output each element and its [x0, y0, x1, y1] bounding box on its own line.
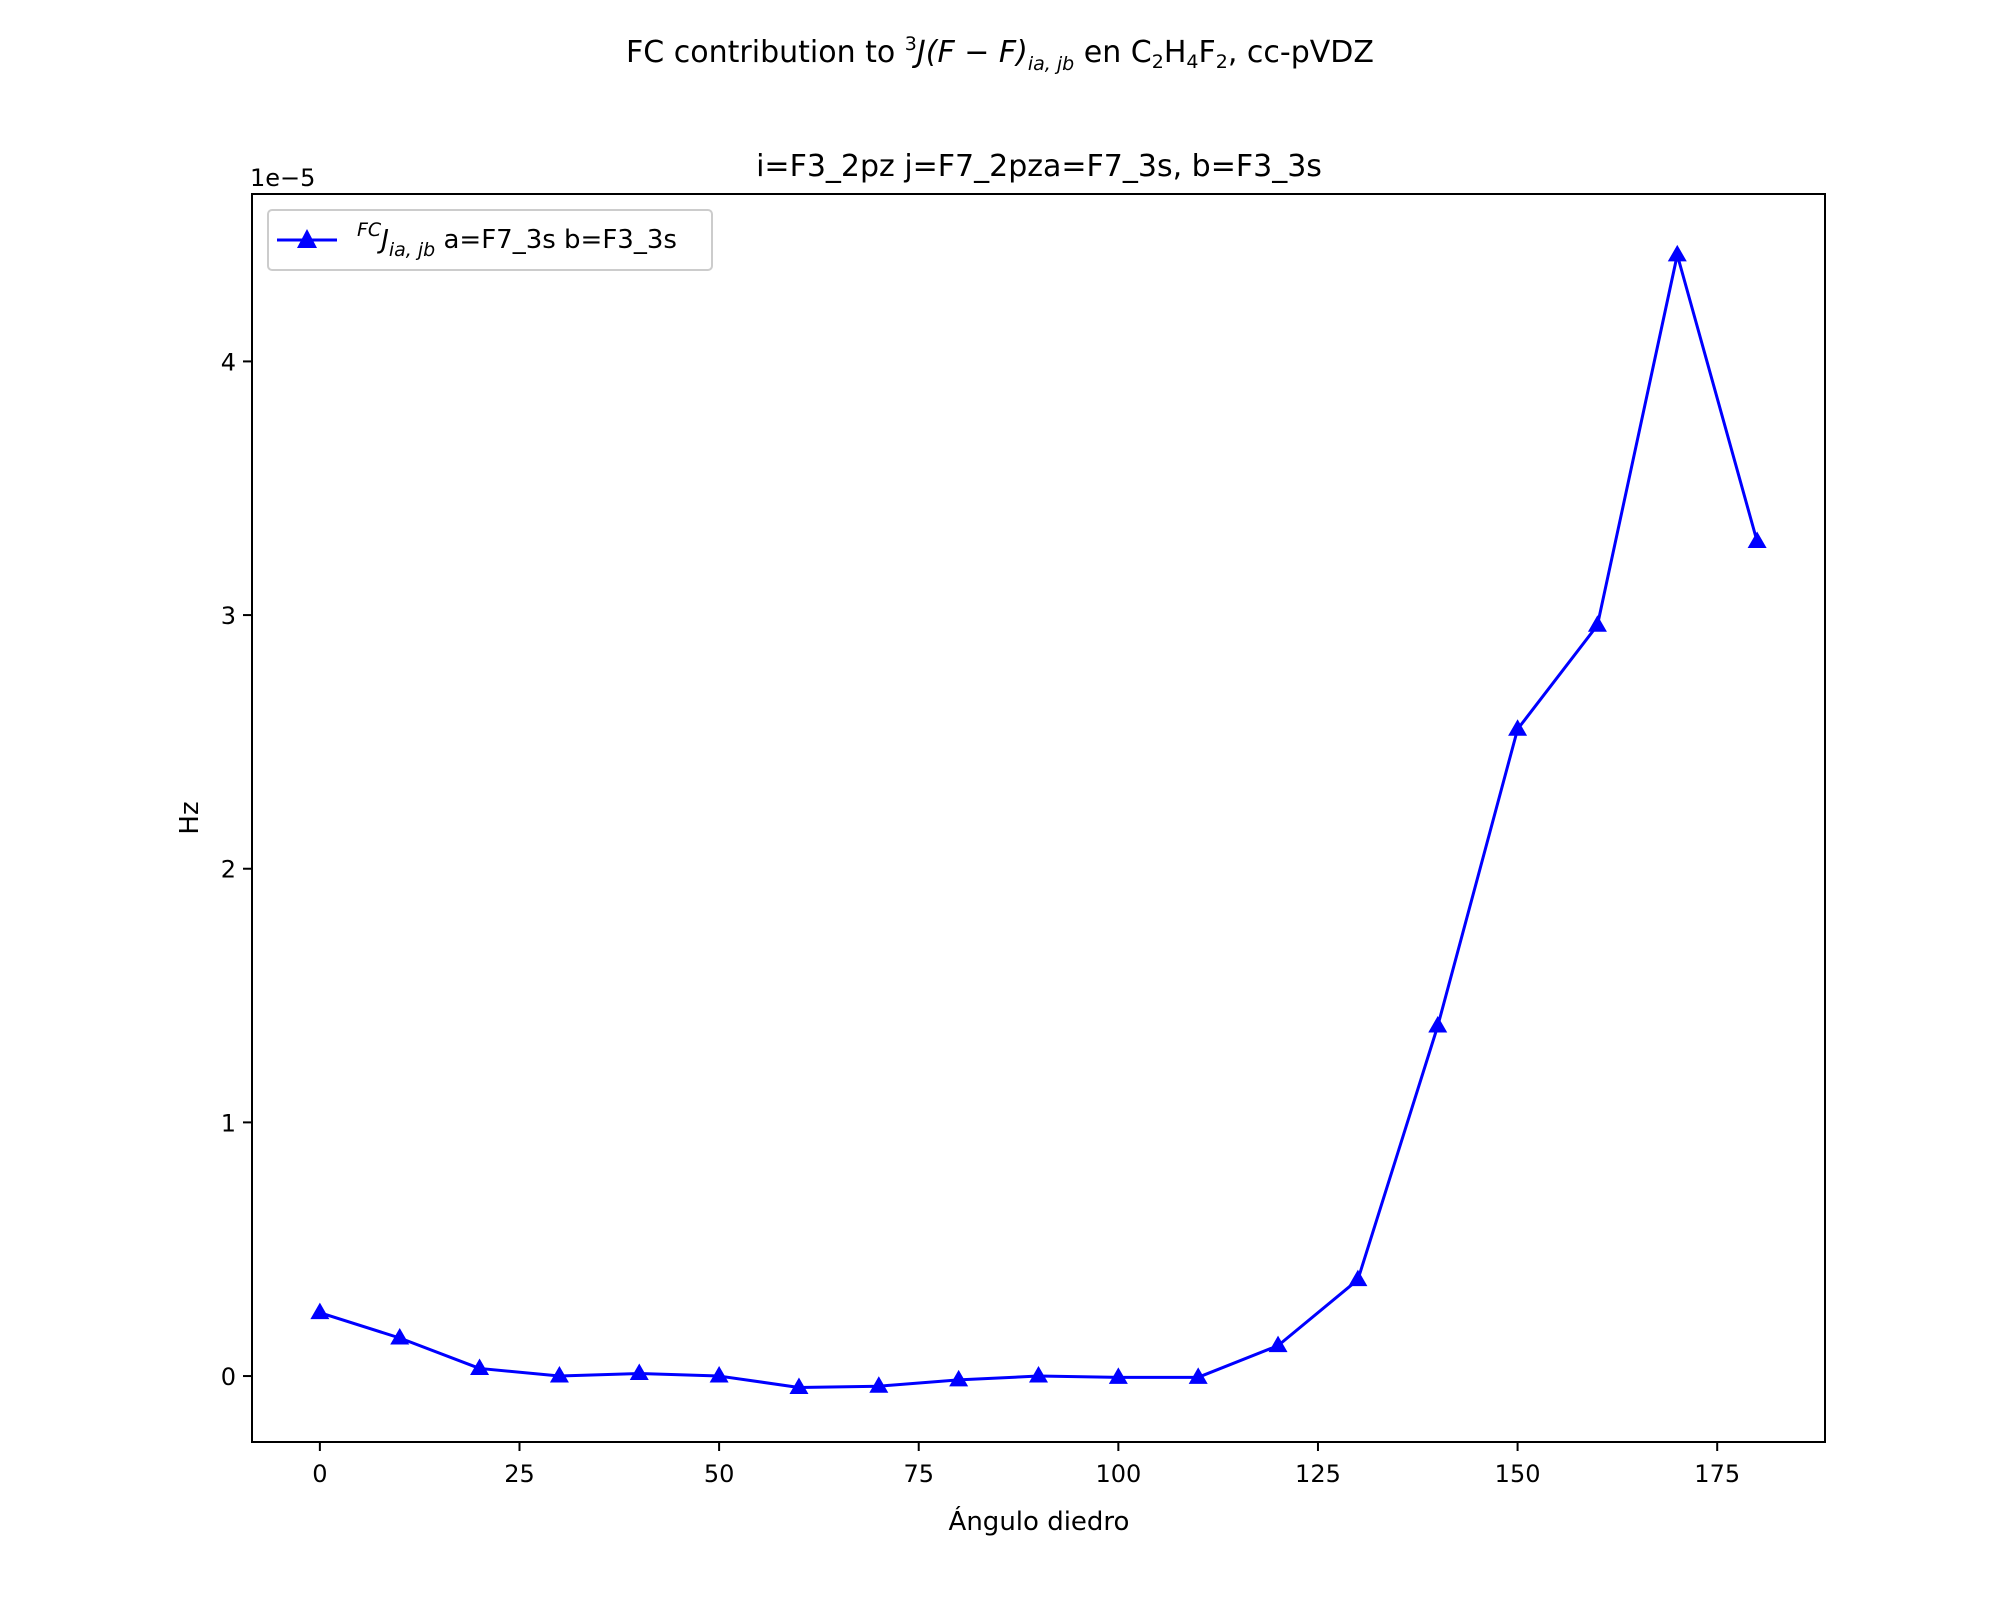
x-tick-label: 125: [1295, 1460, 1341, 1488]
legend-superscript: FC: [357, 219, 382, 241]
data-point-marker: [310, 1302, 330, 1320]
y-tick-label: 2: [221, 856, 236, 884]
y-ticks: 0 1 2 3 4: [221, 348, 252, 1391]
title-f: F: [1198, 35, 1215, 70]
y-axis-label: Hz: [175, 801, 205, 834]
x-tick-label: 25: [504, 1460, 535, 1488]
data-point-marker: [470, 1358, 490, 1375]
legend-subscript: ia, jb: [389, 239, 435, 261]
title-j-main: J(F − F): [912, 35, 1028, 70]
y-tick-label: 0: [221, 1363, 236, 1391]
legend: FCJia, jb a=F7_3s b=F3_3s: [267, 209, 713, 271]
data-point-marker: [549, 1366, 569, 1383]
series-group: [310, 244, 1767, 1394]
data-point-marker: [1188, 1367, 1208, 1384]
data-point-marker: [869, 1376, 889, 1393]
plot-area: [251, 193, 1826, 1443]
x-tick-label: 100: [1095, 1460, 1141, 1488]
data-point-marker: [1268, 1335, 1288, 1353]
x-tick-label: 175: [1694, 1460, 1740, 1488]
x-axis-label: Ángulo diedro: [949, 1505, 1130, 1537]
data-point-marker: [1587, 615, 1607, 632]
data-point-marker: [1747, 531, 1767, 549]
data-point-marker: [1508, 719, 1528, 736]
data-point-marker: [1029, 1366, 1048, 1383]
x-tick-label: 50: [704, 1460, 735, 1488]
data-point-marker: [709, 1366, 729, 1383]
legend-marker: [297, 229, 317, 248]
x-tick-label: 150: [1495, 1460, 1541, 1488]
data-point-marker: [1428, 1016, 1448, 1033]
title-h: H: [1164, 35, 1187, 70]
x-ticks: 0 25 50 75 100 125 150 175: [312, 1442, 1740, 1488]
x-tick-label: 75: [903, 1460, 934, 1488]
data-point-marker: [949, 1369, 969, 1387]
y-tick-label: 4: [221, 348, 236, 376]
title-mid: en C: [1074, 35, 1152, 70]
series-line: [319, 253, 1759, 1389]
data-point-marker: [390, 1328, 410, 1345]
data-point-marker: [1108, 1367, 1128, 1384]
y-offset-label: 1e−5: [250, 164, 315, 192]
data-point-marker: [1348, 1269, 1368, 1287]
title-j-subscript: ia, jb: [1028, 53, 1074, 75]
y-tick-label: 1: [221, 1109, 236, 1137]
x-tick-label: 0: [312, 1460, 327, 1488]
title-c-sub: 2: [1152, 51, 1164, 73]
data-point-marker: [629, 1363, 649, 1381]
chart-subtitle: i=F3_2pz j=F7_2pza=F7_3s, b=F3_3s: [756, 149, 1322, 184]
data-point-marker: [789, 1377, 809, 1394]
title-f-sub: 2: [1216, 51, 1228, 73]
data-point-marker: [1667, 244, 1687, 262]
chart-title: FC contribution to 3J(F − F)ia, jb en C2…: [626, 33, 1374, 75]
title-j-superscript: 3: [905, 33, 917, 55]
legend-box: [267, 209, 713, 271]
title-h-sub: 4: [1186, 51, 1198, 73]
title-prefix: FC contribution to: [626, 35, 905, 70]
title-suffix: , cc-pVDZ: [1228, 35, 1374, 70]
y-tick-label: 3: [221, 602, 236, 630]
legend-rest: a=F7_3s b=F3_3s: [435, 225, 677, 255]
